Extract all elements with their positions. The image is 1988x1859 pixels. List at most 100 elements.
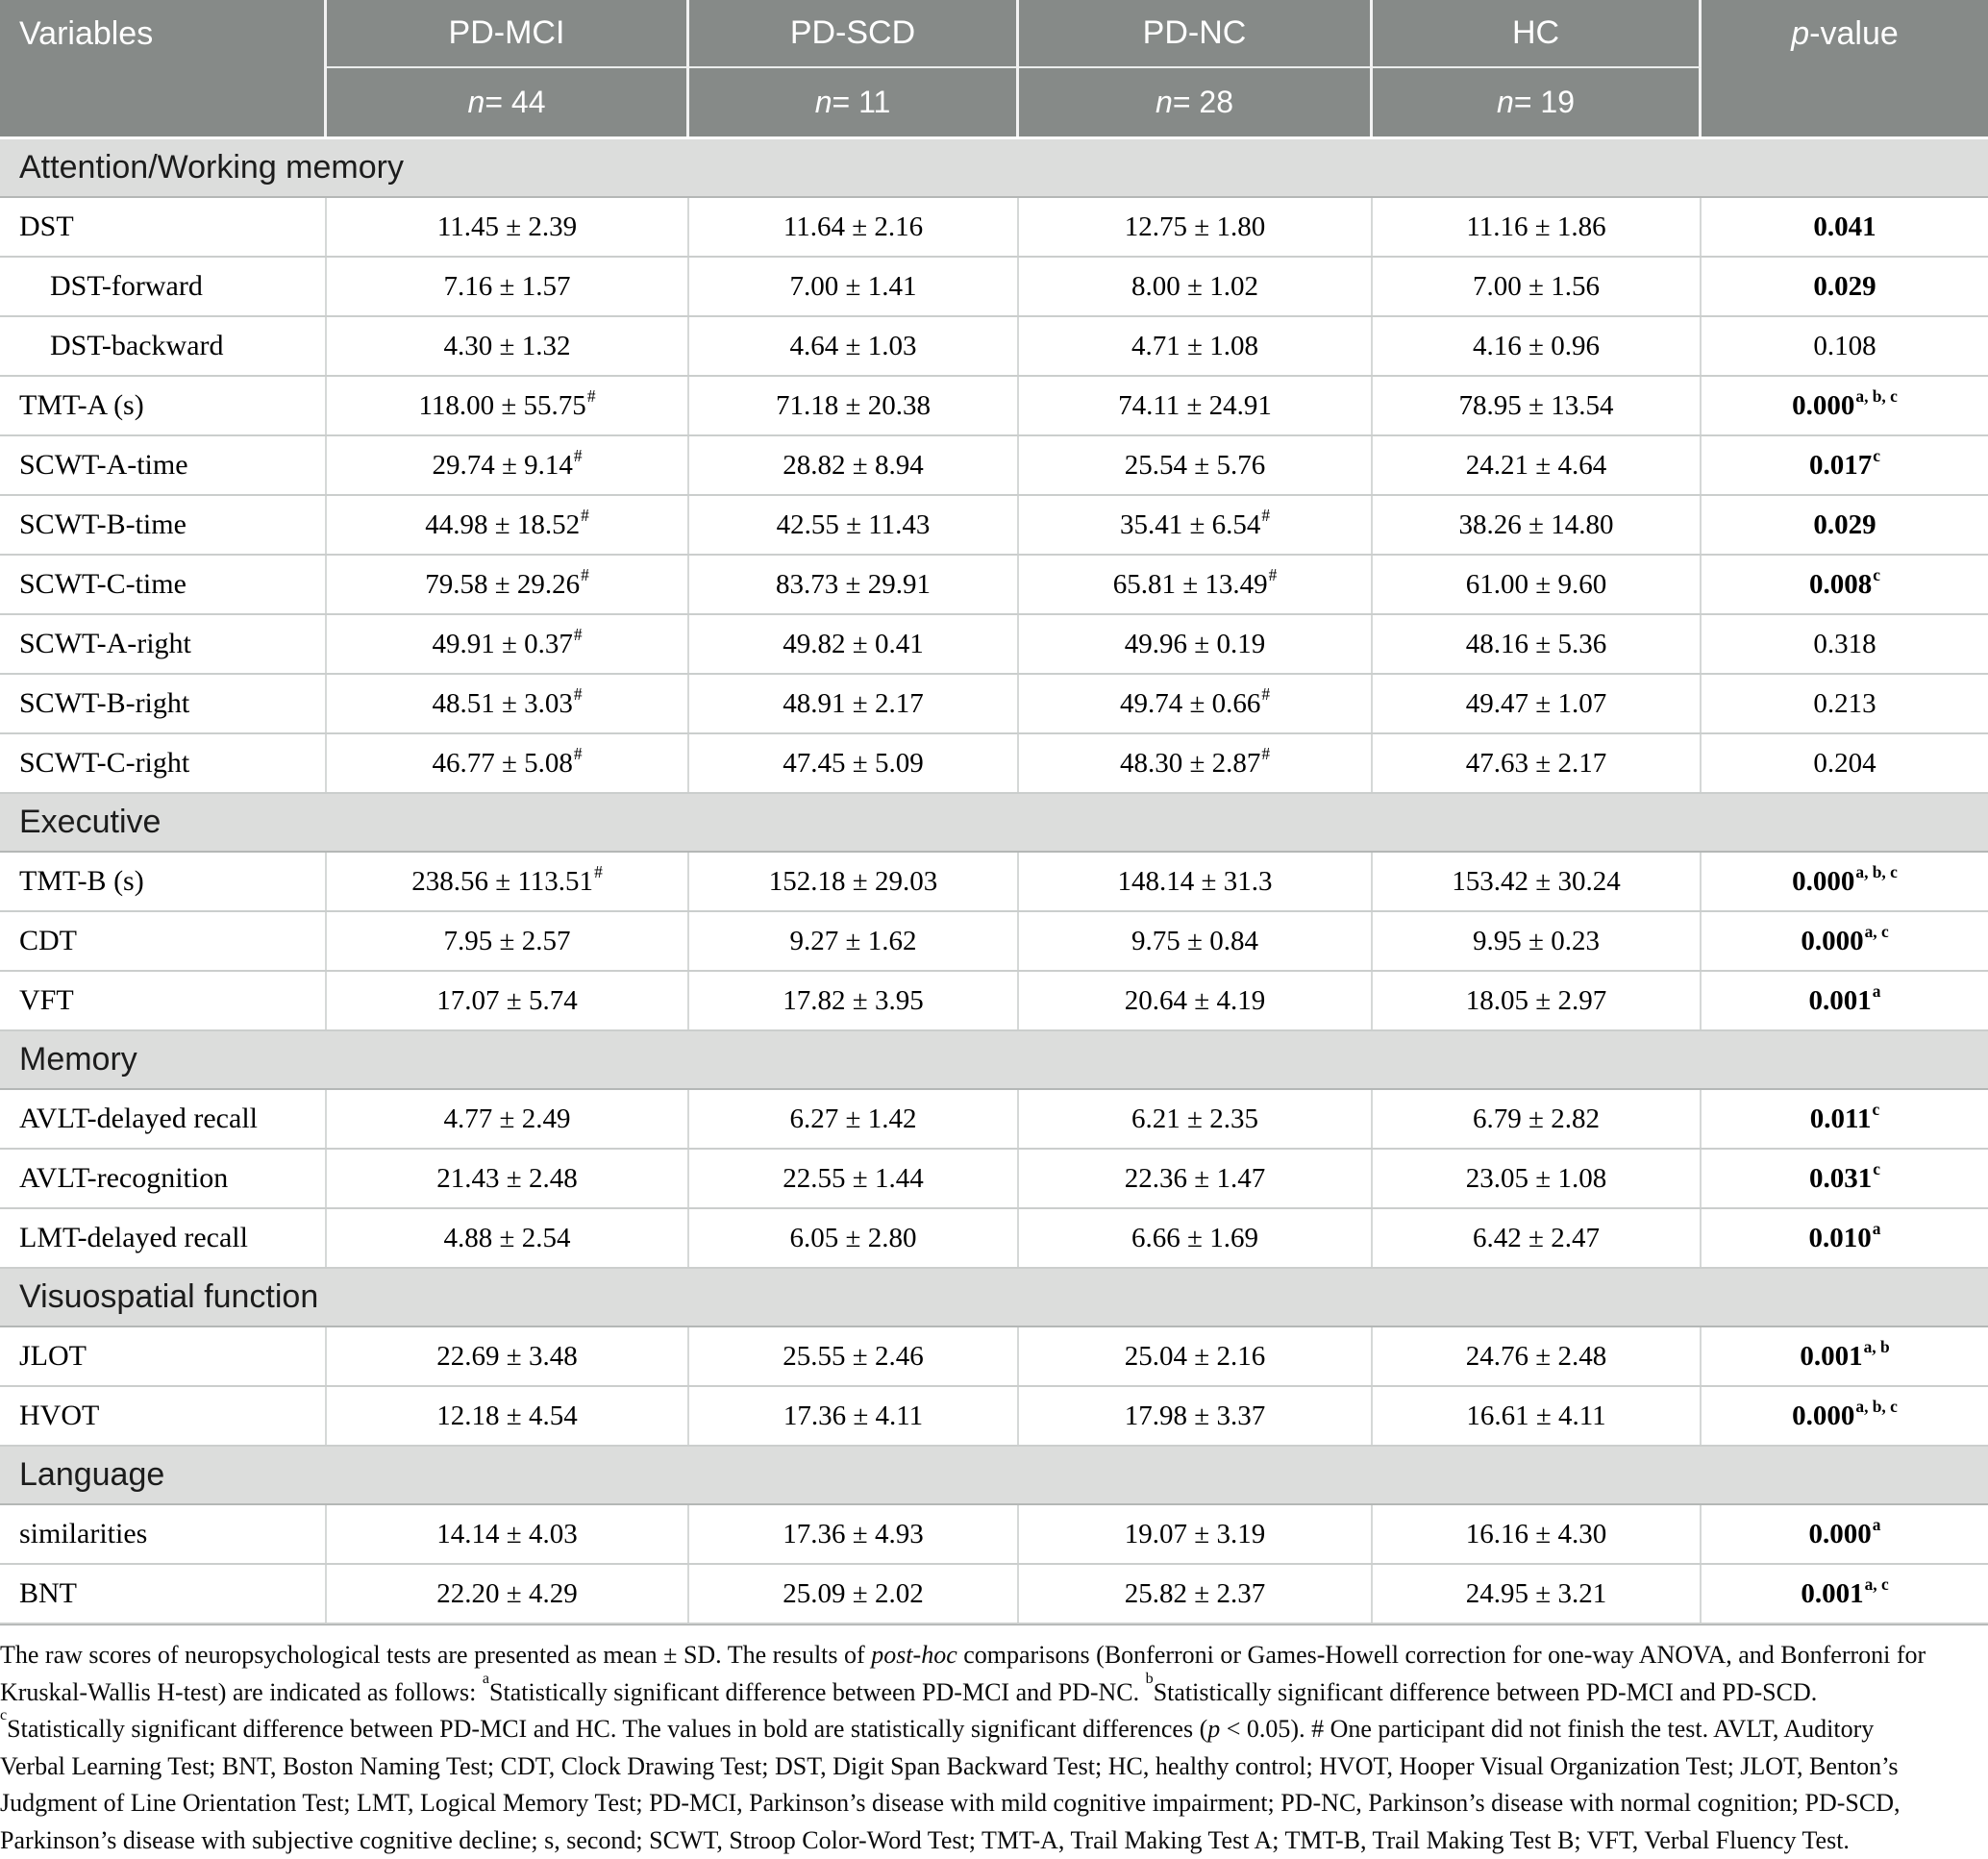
cell-p-value: 0.041 xyxy=(1702,198,1988,256)
value-text: 61.00 ± 9.60 xyxy=(1465,568,1607,600)
value-text: 44.98 ± 18.52 xyxy=(425,508,581,540)
p-value-text: 0.108 xyxy=(1813,330,1876,361)
cell-value: 20.64 ± 4.19 xyxy=(1019,972,1373,1029)
column-header-pd-nc: PD-NC xyxy=(1019,0,1373,68)
cell-value: 48.51 ± 3.03 # xyxy=(327,675,689,732)
section-row: Visuospatial function xyxy=(0,1269,1988,1327)
cell-value: 148.14 ± 31.3 xyxy=(1019,853,1373,910)
cell-variable: similarities xyxy=(0,1505,327,1563)
cell-value: 46.77 ± 5.08 # xyxy=(327,734,689,792)
table-header: Variables PD-MCI PD-SCD PD-NC HC p -value… xyxy=(0,0,1988,139)
section-title: Attention/Working memory xyxy=(19,149,404,186)
variable-label: AVLT-recognition xyxy=(19,1162,229,1194)
cell-variable: LMT-delayed recall xyxy=(0,1209,327,1267)
n-italic: n xyxy=(1156,85,1173,119)
value-text: 6.79 ± 2.82 xyxy=(1473,1103,1600,1134)
n-count: = 19 xyxy=(1513,85,1575,119)
footnote-text: Statistically significant difference bet… xyxy=(489,1677,1146,1706)
value-text: 48.51 ± 3.03 xyxy=(432,687,573,719)
cell-value: 44.98 ± 18.52 # xyxy=(327,496,689,554)
value-text: 118.00 ± 55.75 xyxy=(418,389,586,421)
section-row: Executive xyxy=(0,794,1988,853)
cell-value: 9.75 ± 0.84 xyxy=(1019,912,1373,970)
variable-label: SCWT-C-time xyxy=(19,568,186,600)
value-text: 152.18 ± 29.03 xyxy=(768,865,938,897)
cell-variable: SCWT-A-time xyxy=(0,436,327,494)
column-subheader-n-pd-scd: n = 11 xyxy=(689,68,1019,136)
cell-p-value: 0.001 a, c xyxy=(1801,1574,1889,1609)
cell-value: 4.71 ± 1.08 xyxy=(1019,317,1373,375)
p-value-text: 0.008 xyxy=(1809,568,1873,600)
value-text: 4.88 ± 2.54 xyxy=(443,1222,571,1253)
p-value-text: 0.031 xyxy=(1809,1162,1873,1194)
cell-value: 8.00 ± 1.02 xyxy=(1019,258,1373,315)
cell-value: 4.64 ± 1.03 xyxy=(689,317,1019,375)
cell-value: 11.45 ± 2.39 xyxy=(327,198,689,256)
cell-p-value: 0.000 a, c xyxy=(1801,922,1889,956)
cell-value: 22.20 ± 4.29 xyxy=(327,1565,689,1623)
cell-value: 79.58 ± 29.26 # xyxy=(327,556,689,613)
p-value-text: 0.001 xyxy=(1801,1577,1864,1609)
cell-value: 17.98 ± 3.37 xyxy=(1019,1387,1373,1445)
cell-value: 23.05 ± 1.08 xyxy=(1373,1150,1702,1207)
table-row: AVLT-recognition 21.43 ± 2.48 22.55 ± 1.44… xyxy=(0,1150,1988,1209)
cell-value: 4.77 ± 2.49 xyxy=(327,1090,689,1148)
cell-value: 25.54 ± 5.76 xyxy=(1019,436,1373,494)
footnote-superscript: a xyxy=(482,1670,490,1687)
value-text: 7.00 ± 1.41 xyxy=(789,270,917,302)
cell-value: 4.16 ± 0.96 xyxy=(1373,317,1702,375)
footnote-text: Judgment of Line Orientation Test; LMT, … xyxy=(0,1789,1901,1818)
cell-value: 24.95 ± 3.21 xyxy=(1373,1565,1702,1623)
p-value-text: 0.011 xyxy=(1809,1103,1872,1134)
cell-value: 4.30 ± 1.32 xyxy=(327,317,689,375)
p-value-text: 0.001 xyxy=(1808,984,1872,1016)
cell-value: 238.56 ± 113.51 # xyxy=(327,853,689,910)
cell-variable: TMT-A (s) xyxy=(0,377,327,434)
value-text: 22.69 ± 3.48 xyxy=(436,1340,578,1372)
cell-p-value: 0.029 xyxy=(1702,258,1988,315)
value-text: 17.07 ± 5.74 xyxy=(436,984,578,1016)
cell-value: 35.41 ± 6.54 # xyxy=(1019,496,1373,554)
footnote-line: Judgment of Line Orientation Test; LMT, … xyxy=(0,1785,1988,1822)
value-text: 6.66 ± 1.69 xyxy=(1131,1222,1258,1253)
value-text: 16.16 ± 4.30 xyxy=(1465,1518,1607,1549)
table-row: JLOT 22.69 ± 3.48 25.55 ± 2.46 25.04 ± 2.16… xyxy=(0,1327,1988,1387)
cell-value: 6.66 ± 1.69 xyxy=(1019,1209,1373,1267)
value-text: 65.81 ± 13.49 xyxy=(1112,568,1268,600)
cell-value: 49.47 ± 1.07 xyxy=(1373,675,1702,732)
cell-value: 28.82 ± 8.94 xyxy=(689,436,1019,494)
footnote-text: The raw scores of neuropsychological tes… xyxy=(0,1641,872,1669)
footnote-line: Kruskal-Wallis H-test) are indicated as … xyxy=(0,1670,1988,1712)
cell-value: 6.05 ± 2.80 xyxy=(689,1209,1019,1267)
cell-variable: SCWT-A-right xyxy=(0,615,327,673)
cell-value: 16.16 ± 4.30 xyxy=(1373,1505,1702,1563)
column-header-variables: Variables xyxy=(0,0,327,136)
cell-value: 118.00 ± 55.75 # xyxy=(327,377,689,434)
cell-value: 7.95 ± 2.57 xyxy=(327,912,689,970)
footnote-line: Parkinson’s disease with subjective cogn… xyxy=(0,1822,1988,1859)
cell-variable: TMT-B (s) xyxy=(0,853,327,910)
cell-variable: SCWT-B-right xyxy=(0,675,327,732)
cell-variable: CDT xyxy=(0,912,327,970)
value-text: 79.58 ± 29.26 xyxy=(425,568,581,600)
cell-value: 12.18 ± 4.54 xyxy=(327,1387,689,1445)
p-value-text: 0.001 xyxy=(1800,1340,1863,1372)
value-text: 4.30 ± 1.32 xyxy=(443,330,571,361)
p-value-italic-p: p xyxy=(1791,15,1810,52)
value-text: 6.05 ± 2.80 xyxy=(789,1222,917,1253)
variable-label: DST-forward xyxy=(50,270,203,302)
cell-value: 49.74 ± 0.66 # xyxy=(1019,675,1373,732)
cell-value: 18.05 ± 2.97 xyxy=(1373,972,1702,1029)
cell-value: 47.45 ± 5.09 xyxy=(689,734,1019,792)
value-text: 42.55 ± 11.43 xyxy=(776,508,931,540)
footnote-superscript: c xyxy=(0,1707,8,1724)
variable-label: DST-backward xyxy=(50,330,224,361)
cell-value: 42.55 ± 11.43 xyxy=(689,496,1019,554)
cell-variable: AVLT-delayed recall xyxy=(0,1090,327,1148)
cell-p-value: 0.000 a, b, c xyxy=(1792,1397,1898,1431)
value-text: 49.91 ± 0.37 xyxy=(432,628,573,659)
cell-value: 24.76 ± 2.48 xyxy=(1373,1327,1702,1385)
value-text: 18.05 ± 2.97 xyxy=(1465,984,1607,1016)
variable-label: LMT-delayed recall xyxy=(19,1222,248,1253)
footnote-text: Verbal Learning Test; BNT, Boston Naming… xyxy=(0,1751,1899,1780)
